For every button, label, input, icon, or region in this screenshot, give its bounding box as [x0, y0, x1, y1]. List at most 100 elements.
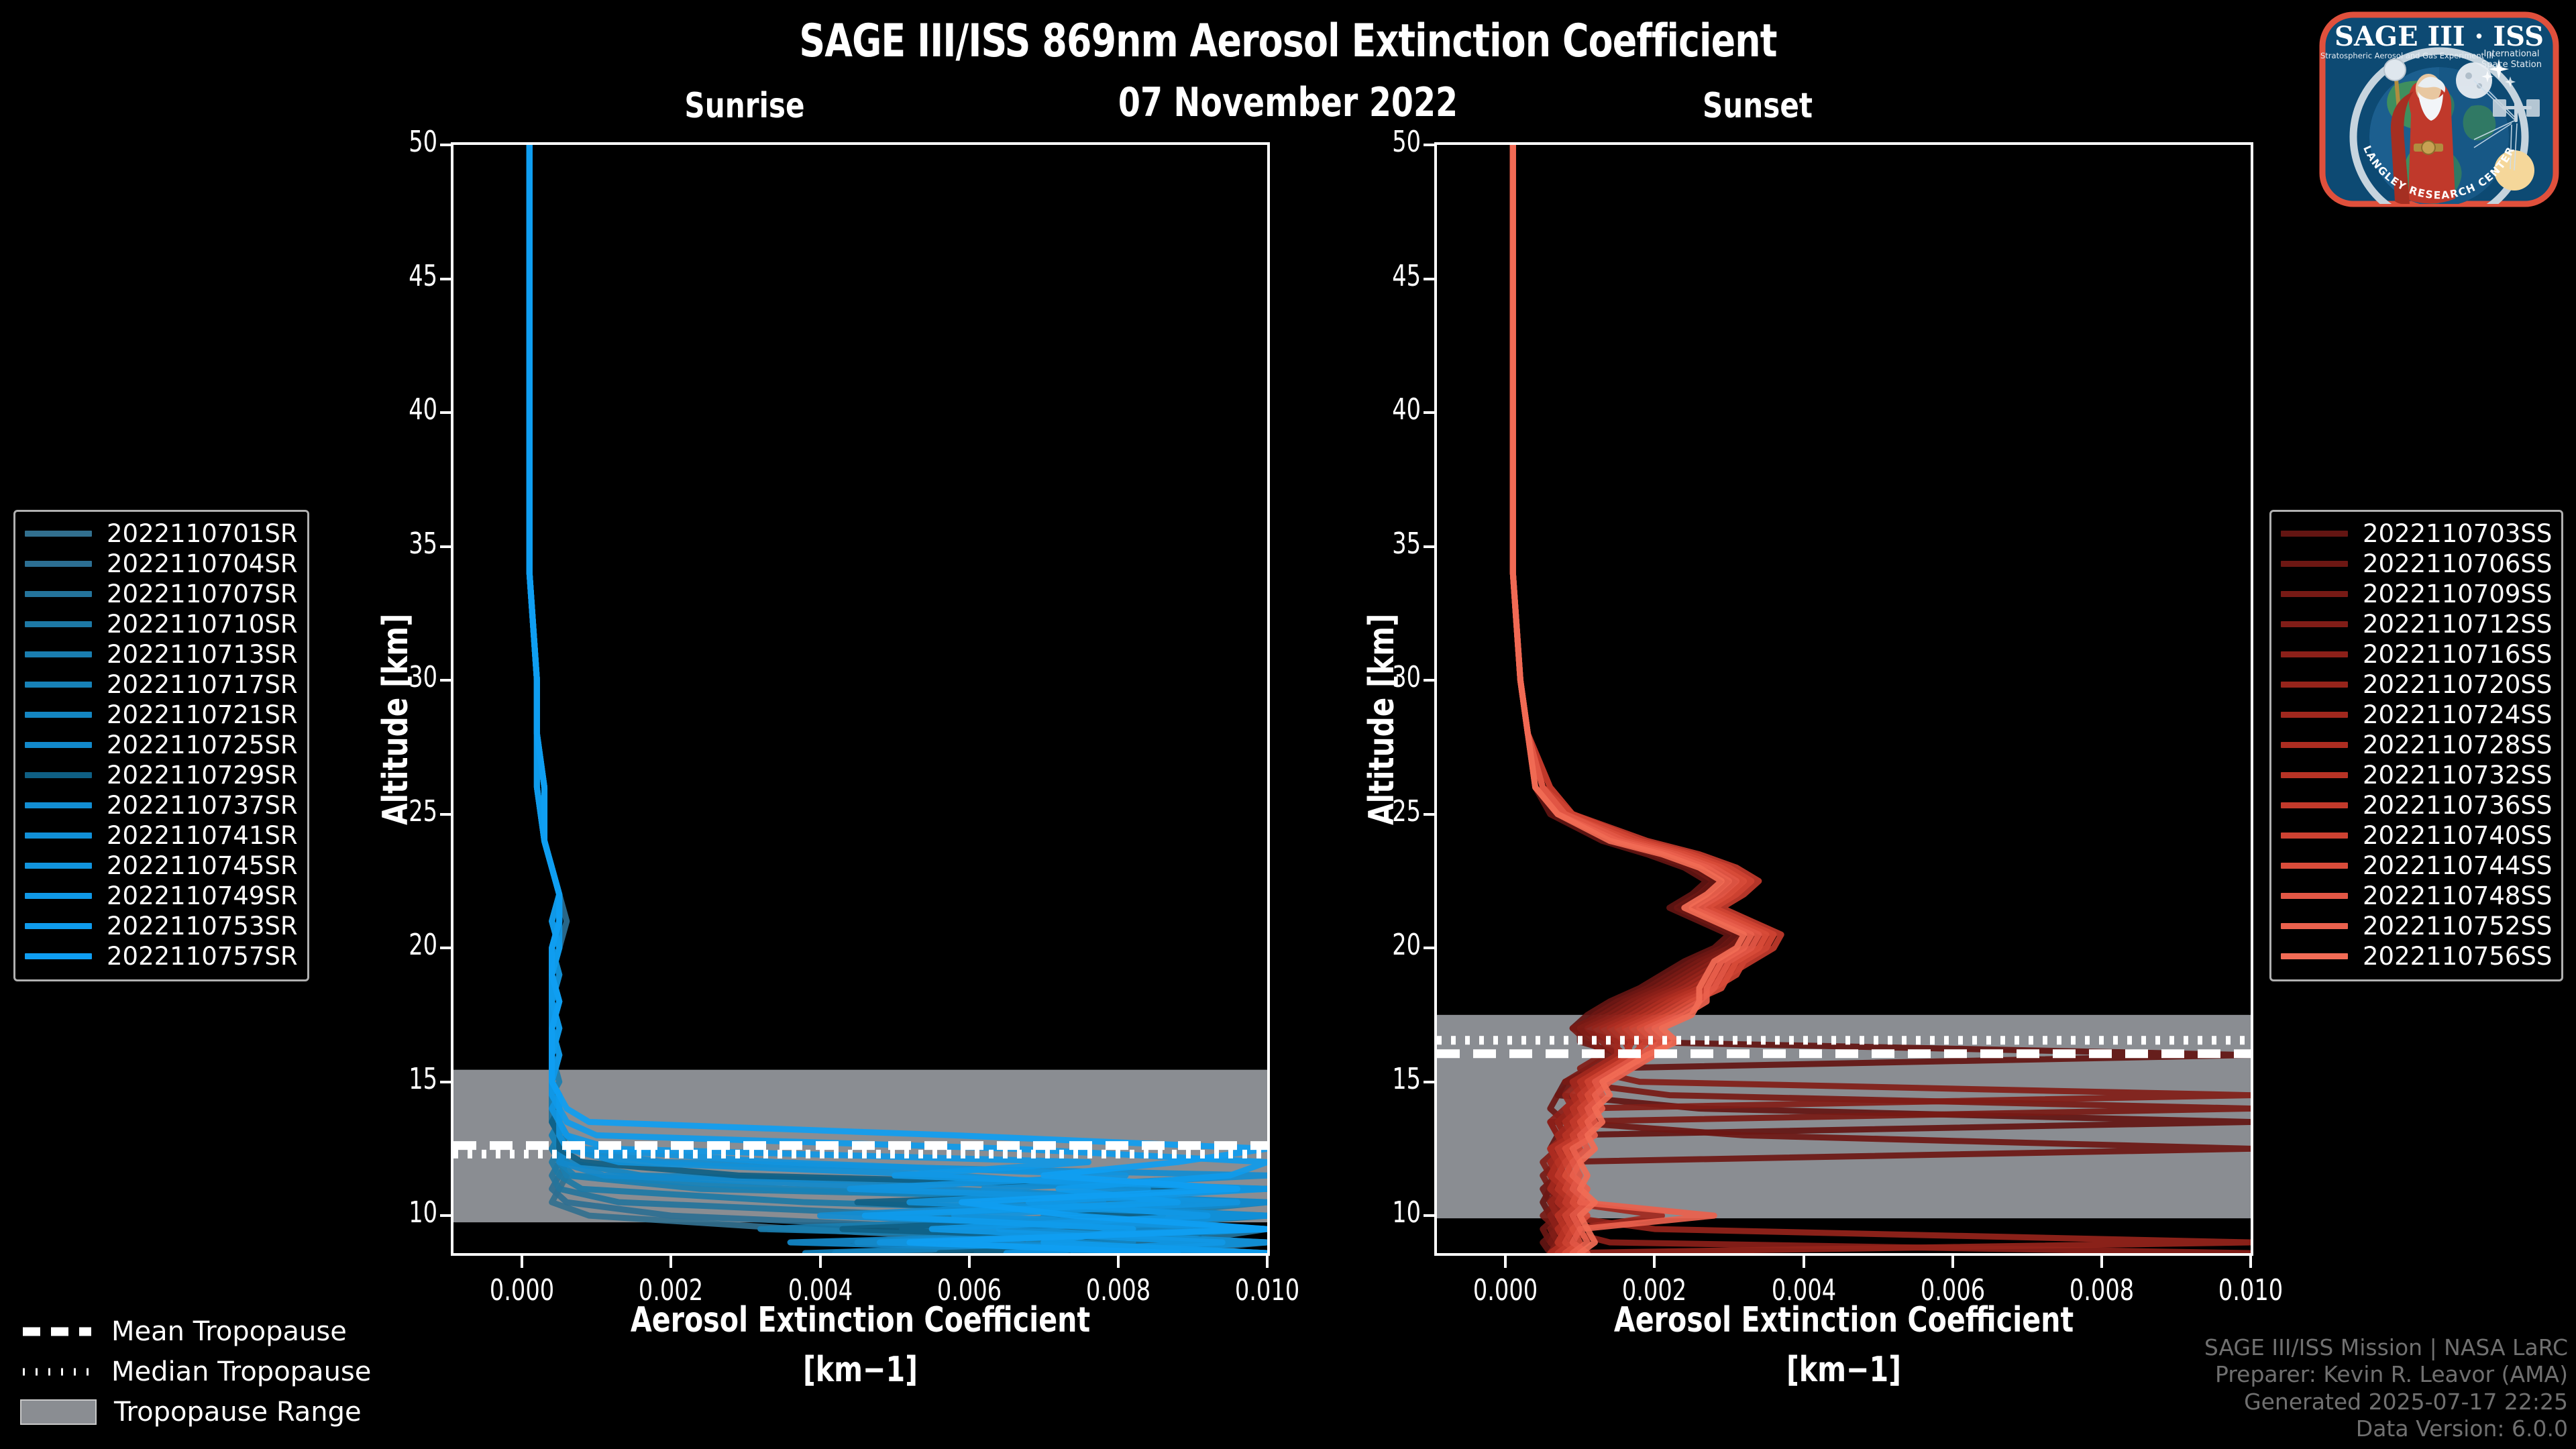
legend-color-swatch — [2281, 561, 2348, 567]
legend-item[interactable]: 2022110757SR — [25, 941, 298, 971]
y-tick-label: 50 — [409, 125, 437, 159]
x-tick-mark — [2100, 1256, 2103, 1268]
y-tick-label: 15 — [409, 1061, 437, 1096]
legend-item[interactable]: 2022110721SR — [25, 700, 298, 730]
credit-line: Preparer: Kevin R. Leavor (AMA) — [2215, 1361, 2568, 1388]
legend-color-swatch — [2281, 621, 2348, 627]
y-tick-label: 35 — [1392, 526, 1421, 561]
legend-item[interactable]: 2022110752SS — [2281, 911, 2552, 941]
legend-color-swatch — [25, 531, 92, 537]
legend-color-swatch — [2281, 893, 2348, 899]
tropopause-legend-item: Tropopause Range — [20, 1392, 396, 1432]
legend-item-label: 2022110744SS — [2363, 851, 2553, 880]
tropopause-legend-item: Median Tropopause — [20, 1352, 396, 1392]
x-tick-mark — [818, 1256, 822, 1268]
patch-subtitle-right-2: Space Station — [2481, 60, 2542, 70]
legend-color-swatch — [2281, 682, 2348, 688]
legend-color-swatch — [25, 953, 92, 959]
legend-item[interactable]: 2022110703SS — [2281, 519, 2552, 549]
legend-item[interactable]: 2022110709SS — [2281, 579, 2552, 609]
sunrise-plot-svg — [453, 145, 1267, 1253]
credits-block: SAGE III/ISS Mission | NASA LaRC Preparer… — [2204, 1334, 2568, 1442]
sunset-plot-svg — [1437, 145, 2251, 1253]
legend-item-label: 2022110724SS — [2363, 700, 2553, 729]
xaxis-label-right: Aerosol Extinction Coefficient — [1613, 1300, 2074, 1340]
legend-item-label: 2022110710SR — [107, 610, 298, 639]
legend-item[interactable]: 2022110713SR — [25, 639, 298, 669]
legend-color-swatch — [25, 893, 92, 899]
legend-color-swatch — [2281, 742, 2348, 748]
legend-item-label: 2022110756SS — [2363, 942, 2553, 971]
legend-item[interactable]: 2022110728SS — [2281, 730, 2552, 760]
legend-item[interactable]: 2022110710SR — [25, 609, 298, 639]
x-tick-mark — [1266, 1256, 1269, 1268]
legend-item[interactable]: 2022110720SS — [2281, 669, 2552, 700]
legend-item[interactable]: 2022110740SS — [2281, 820, 2552, 851]
x-tick-mark — [669, 1256, 673, 1268]
legend-item[interactable]: 2022110725SR — [25, 730, 298, 760]
legend-color-swatch — [2281, 591, 2348, 597]
sunset-series-legend[interactable]: 2022110703SS 2022110706SS 2022110709SS 2022… — [2269, 510, 2564, 981]
legend-item[interactable]: 2022110716SS — [2281, 639, 2552, 669]
patch-subtitle-right-1: International — [2484, 49, 2540, 59]
legend-item[interactable]: 2022110707SR — [25, 579, 298, 609]
legend-item[interactable]: 2022110745SR — [25, 851, 298, 881]
legend-item[interactable]: 2022110744SS — [2281, 851, 2552, 881]
legend-item[interactable]: 2022110701SR — [25, 519, 298, 549]
date-subtitle: 07 November 2022 — [1118, 79, 1458, 126]
legend-item-label: 2022110707SR — [107, 580, 298, 608]
dotted-line-icon — [20, 1364, 94, 1380]
legend-item-label: 2022110732SS — [2363, 761, 2553, 790]
legend-item[interactable]: 2022110749SR — [25, 881, 298, 911]
legend-item[interactable]: 2022110704SR — [25, 549, 298, 579]
legend-item[interactable]: 2022110736SS — [2281, 790, 2552, 820]
legend-item-label: 2022110748SS — [2363, 881, 2553, 910]
y-tick-label: 45 — [409, 258, 437, 293]
legend-item[interactable]: 2022110724SS — [2281, 700, 2552, 730]
x-tick-mark — [1802, 1256, 1805, 1268]
x-tick-mark — [1504, 1256, 1507, 1268]
y-tick-label: 20 — [1392, 928, 1421, 963]
legend-item-label: 2022110752SS — [2363, 912, 2553, 941]
legend-color-swatch — [25, 863, 92, 869]
credit-line: SAGE III/ISS Mission | NASA LaRC — [2204, 1334, 2568, 1360]
y-tick-label: 10 — [409, 1195, 437, 1230]
legend-item[interactable]: 2022110717SR — [25, 669, 298, 700]
y-tick-label: 20 — [409, 928, 437, 963]
sunrise-plot-area — [451, 142, 1270, 1256]
gray-patch-icon — [20, 1399, 97, 1425]
legend-item[interactable]: 2022110756SS — [2281, 941, 2552, 971]
page-title: SAGE III/ISS 869nm Aerosol Extinction Co… — [799, 15, 1777, 68]
legend-color-swatch — [25, 682, 92, 688]
sunset-plot-area — [1434, 142, 2253, 1256]
legend-item-label: 2022110745SR — [107, 851, 298, 880]
legend-item[interactable]: 2022110729SR — [25, 760, 298, 790]
legend-item[interactable]: 2022110712SS — [2281, 609, 2552, 639]
legend-item-label: 2022110749SR — [107, 881, 298, 910]
y-tick-label: 15 — [1392, 1061, 1421, 1096]
legend-item-label: 2022110728SS — [2363, 731, 2553, 759]
legend-color-swatch — [25, 621, 92, 627]
yaxis-label-right: Altitude [km] — [1362, 613, 1402, 825]
legend-color-swatch — [2281, 953, 2348, 959]
legend-item[interactable]: 2022110753SR — [25, 911, 298, 941]
sunrise-series-legend[interactable]: 2022110701SR 2022110704SR 2022110707SR 2022… — [13, 510, 309, 981]
legend-color-swatch — [2281, 863, 2348, 869]
legend-color-swatch — [25, 591, 92, 597]
x-tick-mark — [967, 1256, 971, 1268]
legend-item-label: 2022110753SR — [107, 912, 298, 941]
legend-item-label: 2022110704SR — [107, 549, 298, 578]
legend-item[interactable]: 2022110732SS — [2281, 760, 2552, 790]
legend-item[interactable]: 2022110737SR — [25, 790, 298, 820]
xaxis-unit-right: [km−1] — [1786, 1350, 1902, 1390]
legend-item-label: 2022110721SR — [107, 700, 298, 729]
tropopause-legend-label: Median Tropopause — [111, 1356, 372, 1387]
legend-item-label: 2022110757SR — [107, 942, 298, 971]
legend-item[interactable]: 2022110706SS — [2281, 549, 2552, 579]
x-tick-mark — [521, 1256, 524, 1268]
legend-item[interactable]: 2022110741SR — [25, 820, 298, 851]
legend-item[interactable]: 2022110748SS — [2281, 881, 2552, 911]
legend-item-label: 2022110717SR — [107, 670, 298, 699]
legend-item-label: 2022110737SR — [107, 791, 298, 820]
